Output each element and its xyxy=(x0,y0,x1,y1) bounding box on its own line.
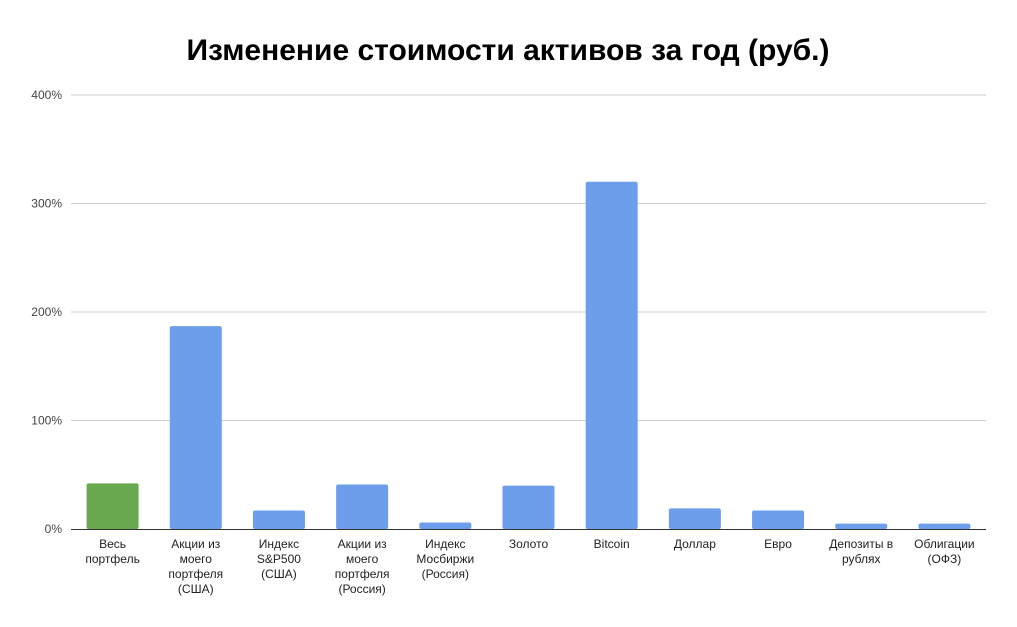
bar xyxy=(419,522,472,529)
x-tick-label: Облигации (ОФЗ) xyxy=(914,537,974,566)
chart-title: Изменение стоимости активов за год (руб.… xyxy=(186,34,829,67)
bar xyxy=(835,523,888,529)
x-tick-label: Акции из моего портфеля (США) xyxy=(168,537,223,596)
x-tick-label: Индекс S&P500 (США) xyxy=(257,537,301,581)
bar xyxy=(336,484,389,529)
y-tick-label: 200% xyxy=(31,305,62,319)
x-tick-label: Золото xyxy=(509,537,549,551)
bar xyxy=(86,483,139,529)
y-axis-ticks: 0% 100% 200% 300% 400% xyxy=(31,88,62,536)
bar xyxy=(918,523,971,529)
y-tick-label: 400% xyxy=(31,88,62,102)
y-tick-label: 0% xyxy=(45,522,63,536)
x-tick-label: Акции из моего портфеля (Россия) xyxy=(335,537,390,596)
bars xyxy=(86,181,971,530)
x-tick-label: Индекс Мосбиржи (Россия) xyxy=(416,537,474,581)
x-axis-labels: Весь портфель Акции из моего портфеля (США) Ин… xyxy=(85,537,974,596)
y-tick-label: 100% xyxy=(31,414,62,428)
x-tick-label: Весь портфель xyxy=(85,537,139,566)
bar xyxy=(252,510,305,529)
gridlines xyxy=(71,94,986,421)
bar xyxy=(585,181,638,530)
bar xyxy=(752,510,805,529)
x-tick-label: Bitcoin xyxy=(594,537,630,551)
x-tick-label: Депозиты в рублях xyxy=(829,537,893,566)
y-tick-label: 300% xyxy=(31,197,62,211)
x-tick-label: Евро xyxy=(764,537,792,551)
x-tick-label: Доллар xyxy=(674,537,716,551)
bar xyxy=(502,485,555,529)
bar xyxy=(169,326,222,529)
bar xyxy=(668,508,721,529)
